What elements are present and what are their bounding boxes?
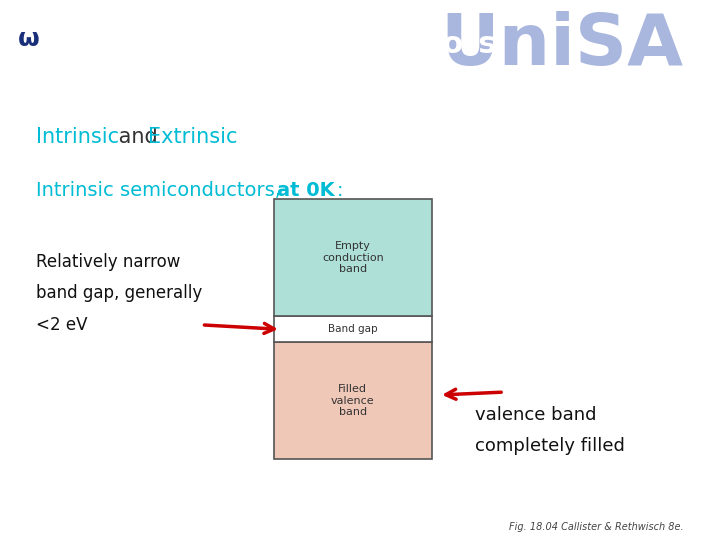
FancyBboxPatch shape xyxy=(9,17,48,62)
Text: Filled
valence
band: Filled valence band xyxy=(331,384,374,417)
Text: Fig. 18.04 Callister & Rethwisch 8e.: Fig. 18.04 Callister & Rethwisch 8e. xyxy=(509,522,684,531)
Text: UniSA: UniSA xyxy=(440,11,683,80)
Bar xyxy=(274,316,432,342)
Text: band gap, generally: band gap, generally xyxy=(36,285,202,302)
Text: and: and xyxy=(112,126,164,147)
Text: Intrinsic: Intrinsic xyxy=(36,126,119,147)
Text: Semiconductors: Semiconductors xyxy=(222,30,498,58)
Text: at 0K: at 0K xyxy=(277,181,335,200)
Text: completely filled: completely filled xyxy=(475,437,625,455)
Text: Empty
conduction
band: Empty conduction band xyxy=(322,241,384,274)
Text: valence band: valence band xyxy=(475,406,597,423)
Text: Extrinsic: Extrinsic xyxy=(148,126,237,147)
Bar xyxy=(274,342,432,460)
Text: Relatively narrow: Relatively narrow xyxy=(36,253,181,271)
Text: Intrinsic semiconductors,: Intrinsic semiconductors, xyxy=(36,181,287,200)
Text: :: : xyxy=(337,181,343,200)
Text: <2 eV: <2 eV xyxy=(36,316,88,334)
Text: University of
South Australia: University of South Australia xyxy=(5,68,53,78)
Text: Band gap: Band gap xyxy=(328,325,377,334)
Bar xyxy=(274,199,432,316)
Text: ω: ω xyxy=(18,27,40,51)
